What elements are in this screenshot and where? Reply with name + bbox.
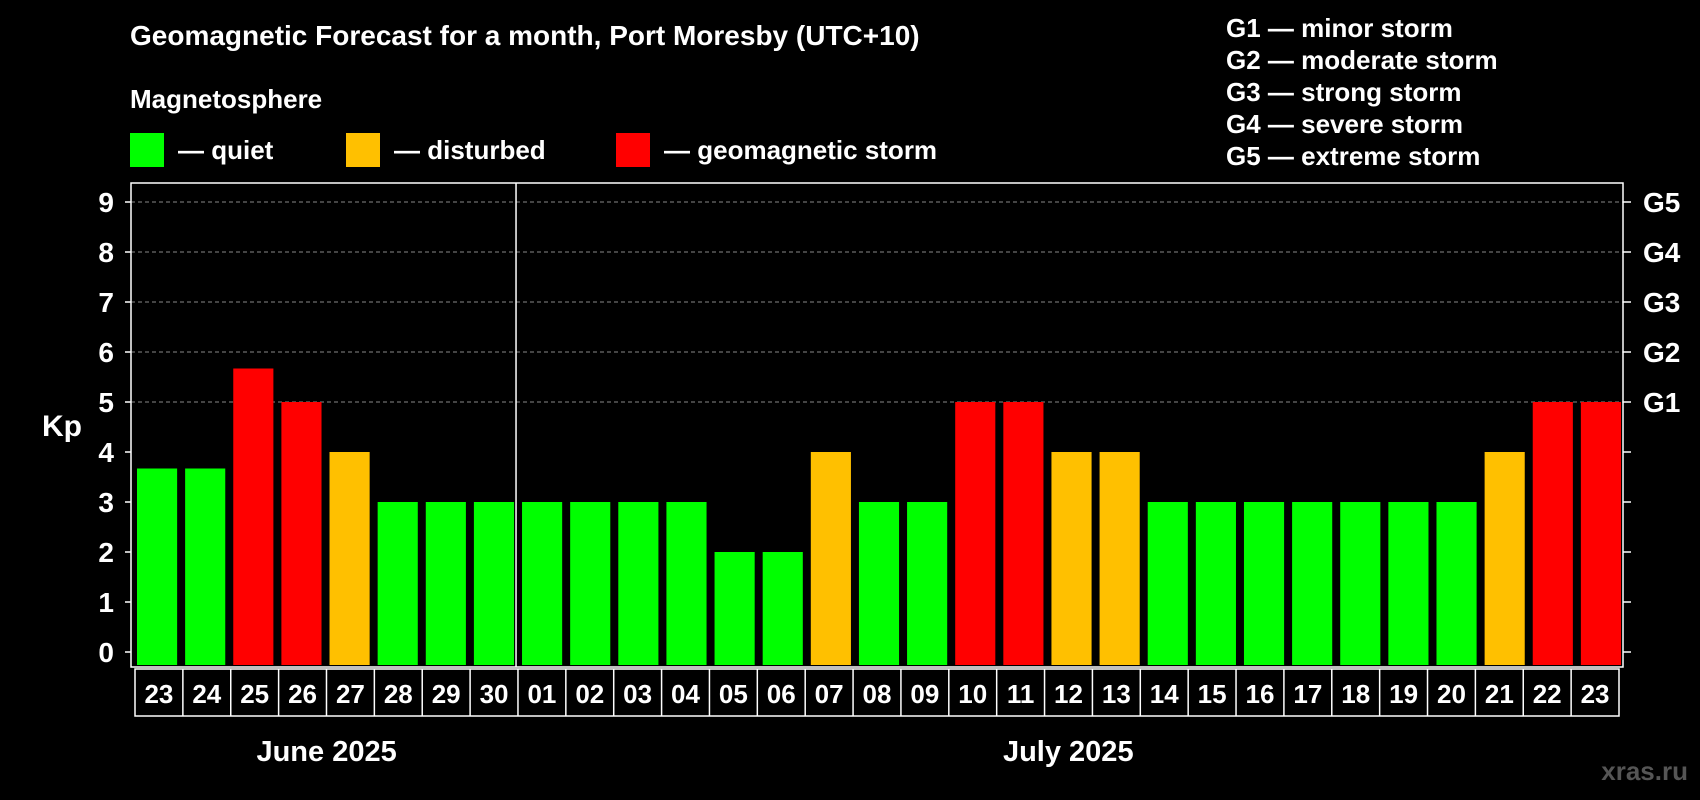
date-label-20: 13 <box>1102 679 1131 709</box>
date-label-26: 19 <box>1389 679 1418 709</box>
ytick-label-3: 3 <box>98 487 114 518</box>
date-label-10: 03 <box>623 679 652 709</box>
ytick-label-0: 0 <box>98 637 114 668</box>
date-label-3: 26 <box>288 679 317 709</box>
bar-18 <box>1003 402 1043 665</box>
date-label-29: 22 <box>1533 679 1562 709</box>
right-axis-label-g3: G3 <box>1643 287 1680 318</box>
bar-20 <box>1100 452 1140 665</box>
date-label-25: 18 <box>1341 679 1370 709</box>
bar-16 <box>907 502 947 665</box>
date-label-15: 08 <box>863 679 892 709</box>
date-label-8: 01 <box>527 679 556 709</box>
date-label-24: 17 <box>1293 679 1322 709</box>
date-label-1: 24 <box>192 679 221 709</box>
bar-28 <box>1485 452 1525 665</box>
bar-27 <box>1436 502 1476 665</box>
bar-17 <box>955 402 995 665</box>
right-axis-label-g2: G2 <box>1643 337 1680 368</box>
bar-8 <box>522 502 562 665</box>
ytick-label-1: 1 <box>98 587 114 618</box>
month-label-july: July 2025 <box>1003 736 1134 769</box>
ytick-label-2: 2 <box>98 537 114 568</box>
bar-6 <box>426 502 466 665</box>
bar-12 <box>715 552 755 665</box>
ytick-label-9: 9 <box>98 187 114 218</box>
bar-21 <box>1148 502 1188 665</box>
date-label-19: 12 <box>1054 679 1083 709</box>
date-label-28: 21 <box>1485 679 1514 709</box>
date-label-22: 15 <box>1198 679 1227 709</box>
kp-bar-chart: 0123456789G1G2G3G4G523 24 25 26 27 28 29 30 01 02… <box>0 0 1700 800</box>
date-label-6: 29 <box>432 679 461 709</box>
date-label-16: 09 <box>910 679 939 709</box>
bar-30 <box>1581 402 1621 665</box>
bar-11 <box>666 502 706 665</box>
date-label-7: 30 <box>480 679 509 709</box>
bar-29 <box>1533 402 1573 665</box>
date-label-2: 25 <box>240 679 269 709</box>
date-label-9: 02 <box>575 679 604 709</box>
date-label-11: 04 <box>671 679 700 709</box>
date-label-18: 11 <box>1007 679 1035 709</box>
bar-10 <box>618 502 658 665</box>
date-label-17: 10 <box>958 679 987 709</box>
bar-4 <box>330 452 370 665</box>
bar-14 <box>811 452 851 665</box>
date-label-23: 16 <box>1246 679 1275 709</box>
bar-24 <box>1292 502 1332 665</box>
bar-3 <box>281 402 321 665</box>
date-label-13: 06 <box>767 679 796 709</box>
bar-15 <box>859 502 899 665</box>
ytick-label-4: 4 <box>98 437 114 468</box>
ytick-label-5: 5 <box>98 387 114 418</box>
date-label-0: 23 <box>144 679 173 709</box>
right-axis-label-g5: G5 <box>1643 187 1680 218</box>
bar-22 <box>1196 502 1236 665</box>
bar-26 <box>1388 502 1428 665</box>
date-label-14: 07 <box>815 679 844 709</box>
ytick-label-8: 8 <box>98 237 114 268</box>
bar-23 <box>1244 502 1284 665</box>
watermark: xras.ru <box>1601 756 1688 787</box>
date-label-21: 14 <box>1150 679 1179 709</box>
bar-5 <box>378 502 418 665</box>
right-axis-label-g1: G1 <box>1643 387 1680 418</box>
bar-19 <box>1051 452 1091 665</box>
date-label-12: 05 <box>719 679 748 709</box>
ytick-label-6: 6 <box>98 337 114 368</box>
bar-0 <box>137 469 177 666</box>
date-label-4: 27 <box>336 679 365 709</box>
bar-1 <box>185 469 225 666</box>
right-axis-label-g4: G4 <box>1643 237 1681 268</box>
date-label-27: 20 <box>1437 679 1466 709</box>
bar-13 <box>763 552 803 665</box>
bar-25 <box>1340 502 1380 665</box>
ytick-label-7: 7 <box>98 287 114 318</box>
date-label-5: 28 <box>384 679 413 709</box>
bar-2 <box>233 369 273 666</box>
month-label-june: June 2025 <box>256 736 396 769</box>
bar-7 <box>474 502 514 665</box>
date-label-30: 23 <box>1581 679 1610 709</box>
bar-9 <box>570 502 610 665</box>
